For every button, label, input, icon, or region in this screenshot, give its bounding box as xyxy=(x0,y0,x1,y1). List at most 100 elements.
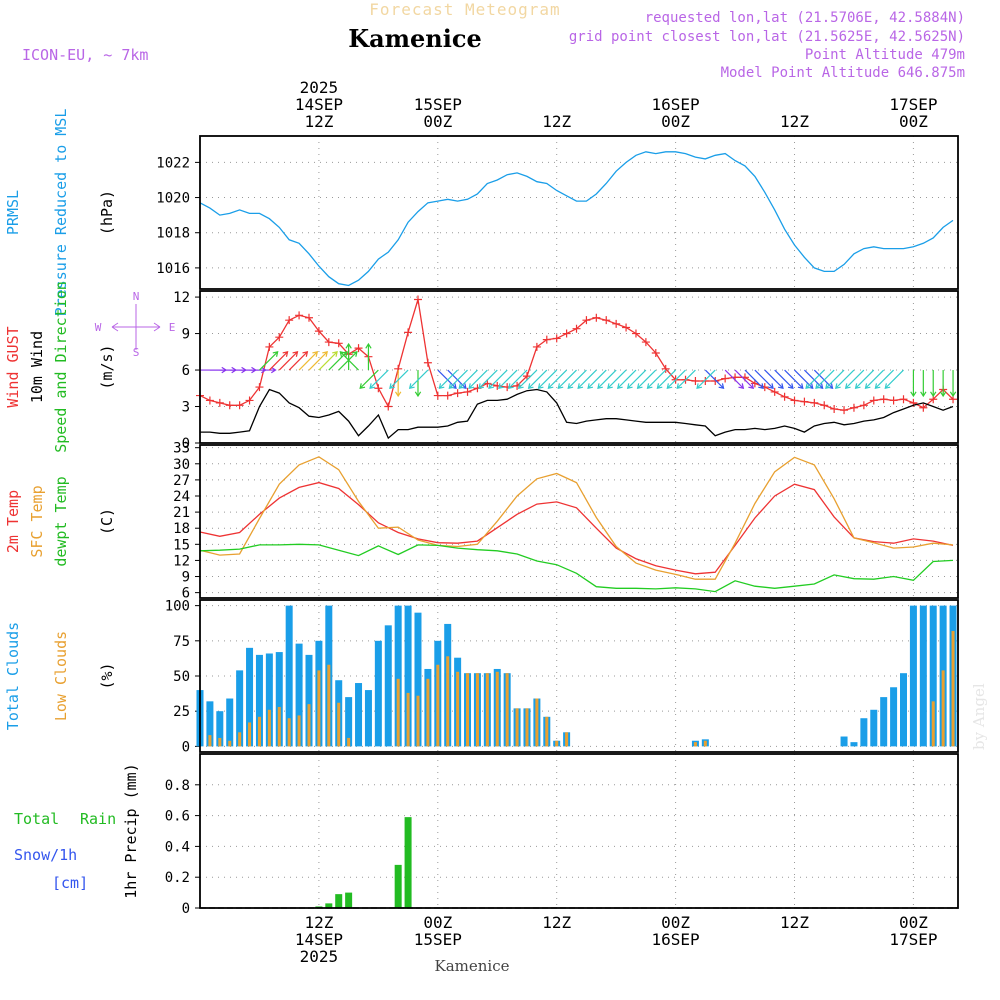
total-cloud-bar xyxy=(404,605,412,747)
top-time-label: 14SEP xyxy=(295,95,343,114)
low-cloud-bar xyxy=(347,737,351,747)
wind-arrow xyxy=(835,369,855,389)
wind-arrow xyxy=(656,369,677,389)
bottom-time-label: 2025 xyxy=(300,947,339,966)
wind-arrow xyxy=(724,369,744,389)
side-label: PRMSL xyxy=(4,190,22,235)
wind-arrow xyxy=(696,369,716,389)
series-10m-wind xyxy=(200,388,954,440)
gust-marker xyxy=(572,324,581,333)
wind-arrow-head xyxy=(666,383,673,390)
panel-clouds: 0 25 50 75 100 Total Clouds Low Clouds (%) xyxy=(4,599,959,755)
wind-arrow-head xyxy=(389,383,395,390)
wind-arrow-head xyxy=(949,391,957,398)
wind-arrow xyxy=(855,369,875,389)
side-label: dewpt Temp xyxy=(52,476,70,566)
low-cloud-bar xyxy=(307,704,311,747)
gust-marker xyxy=(225,401,234,410)
wind-arrow-head xyxy=(616,383,623,390)
gust-marker xyxy=(285,316,294,325)
bottom-time-label: 17SEP xyxy=(889,930,937,949)
y-tick-label: 0.6 xyxy=(165,809,190,825)
wind-arrow-head xyxy=(408,383,415,390)
wind-arrow xyxy=(298,351,318,371)
gust-marker xyxy=(562,329,571,338)
top-time-label: 12Z xyxy=(304,112,333,131)
wind-arrow xyxy=(538,369,558,389)
side-label: Total Clouds xyxy=(4,622,22,730)
total-cloud-bar xyxy=(265,653,273,747)
top-time-label: 00Z xyxy=(899,112,928,131)
low-cloud-bar xyxy=(277,706,281,747)
wind-arrow xyxy=(704,369,724,389)
wind-arrow xyxy=(547,369,568,389)
y-tick-label: 0.2 xyxy=(165,870,190,886)
wind-arrow xyxy=(754,369,774,389)
wind-arrow-head xyxy=(458,383,465,390)
wind-arrow-head xyxy=(854,383,861,390)
wind-arrow-head xyxy=(547,383,554,390)
wind-arrow xyxy=(825,369,845,389)
top-time-label: 17SEP xyxy=(889,95,937,114)
y-tick-label: 0 xyxy=(182,739,190,755)
low-cloud-bar xyxy=(703,740,707,747)
gust-marker xyxy=(404,328,413,337)
gust-marker xyxy=(443,391,452,400)
gust-marker xyxy=(314,327,323,336)
y-tick-label: 33 xyxy=(173,441,190,457)
top-time-label: 15SEP xyxy=(414,95,462,114)
wind-arrow-head xyxy=(676,383,683,390)
wind-arrow-head xyxy=(920,391,927,398)
gust-marker xyxy=(324,338,333,347)
wind-arrow-head xyxy=(438,383,445,390)
wind-arrow-head xyxy=(636,383,643,390)
y-tick-label: 1020 xyxy=(156,191,190,207)
wind-arrow-head xyxy=(844,383,851,390)
gust-marker xyxy=(255,383,264,392)
side-label: (m/s) xyxy=(98,344,116,389)
gust-marker xyxy=(711,376,720,385)
bottom-time-label: 00Z xyxy=(423,913,452,932)
panel-pressure: 1016 1018 1020 1022 PRMSL Pressure Reduced to… xyxy=(4,109,959,316)
wind-arrow-head xyxy=(738,383,745,390)
gust-marker xyxy=(790,396,799,405)
gust-marker xyxy=(622,323,631,332)
total-cloud-bar xyxy=(305,654,313,747)
grid-coords: grid point closest lon,lat (21.5625E, 42… xyxy=(569,29,965,45)
requested-coords: requested lon,lat (21.5706E, 42.5884N) xyxy=(645,10,965,26)
wind-arrow xyxy=(288,351,308,371)
gust-marker xyxy=(592,313,601,322)
gust-marker xyxy=(582,316,591,325)
wind-arrow xyxy=(627,369,647,389)
wind-arrow xyxy=(784,369,804,389)
rain-bar xyxy=(345,892,353,908)
wind-arrow-head xyxy=(577,383,584,390)
bottom-time-label: 00Z xyxy=(899,913,928,932)
total-cloud-bar xyxy=(355,683,363,747)
top-time-label: 2025 xyxy=(300,78,339,97)
wind-arrow xyxy=(577,369,597,389)
total-cloud-bar xyxy=(295,643,303,747)
low-cloud-bar xyxy=(545,716,549,747)
bottom-time-label: 14SEP xyxy=(295,930,343,949)
gust-marker xyxy=(354,344,363,353)
gust-marker xyxy=(552,334,561,343)
low-cloud-bar xyxy=(406,692,410,747)
bottom-time-label: 15SEP xyxy=(414,930,462,949)
wind-arrow xyxy=(597,369,617,389)
gust-marker xyxy=(869,396,878,405)
wind-arrow-head xyxy=(478,383,485,390)
wind-arrow xyxy=(676,369,696,389)
wind-arrow-head xyxy=(351,351,358,357)
wind-arrow xyxy=(774,369,794,389)
y-tick-label: 3 xyxy=(182,400,190,416)
low-cloud-bar xyxy=(941,670,945,747)
y-tick-label: 24 xyxy=(173,489,190,505)
y-tick-label: 9 xyxy=(182,570,190,586)
gust-marker xyxy=(770,387,779,396)
total-cloud-bar xyxy=(414,612,422,747)
wind-arrow-head xyxy=(488,383,494,390)
wind-arrow-head xyxy=(468,383,475,390)
wind-arrow xyxy=(666,369,686,389)
wind-arrow-head xyxy=(626,383,633,390)
